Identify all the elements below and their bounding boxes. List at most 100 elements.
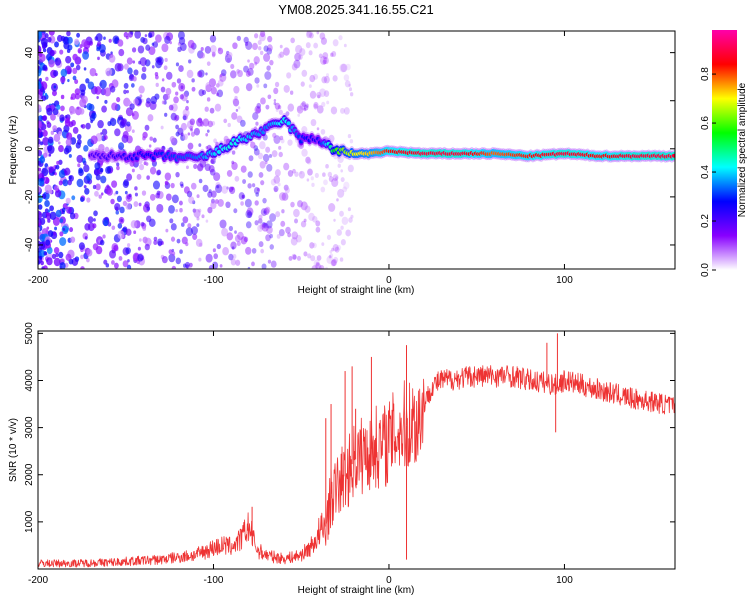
spectrogram-y-tick-label: -20 (24, 189, 35, 204)
spectrogram-noise-cell (278, 151, 283, 158)
spectrogram-noise-cell (308, 50, 313, 56)
spectrogram-y-ticks: -40 -20 0 20 40 (24, 47, 675, 252)
spectrogram-noise-cell (277, 182, 281, 187)
spectrogram-noise-cell (264, 71, 272, 80)
spectrogram-noise-cell (201, 214, 205, 219)
spectrogram-noise-cell (48, 31, 55, 36)
snr-x-tick-label: 100 (556, 575, 573, 586)
spectrogram-noise-cell (326, 255, 334, 264)
spectrogram-noise-cell (42, 265, 48, 269)
spectrogram-noise-cell (202, 118, 210, 127)
snr-panel: -200 -100 0 100 1000 2000 3000 4000 5000 Height… (8, 322, 676, 596)
spectrogram-noise-cell (189, 262, 193, 268)
spectrogram-noise-cell (50, 113, 56, 121)
spectrogram-noise-cell (315, 261, 320, 267)
spectrogram-noise-cell (289, 90, 294, 95)
spectrogram-noise-cell (255, 106, 261, 113)
spectrogram-noise-cell (311, 182, 315, 187)
spectrogram-noise-cell (273, 185, 279, 193)
spectrogram-noise-cell (269, 233, 273, 239)
spectrogram-noise-cell (54, 226, 58, 231)
spectrogram-ridge-core (296, 134, 302, 139)
spectrogram-noise-cell (276, 233, 281, 239)
colorbar-ticks: 0.0 0.2 0.4 0.6 0.8 (700, 67, 716, 277)
spectrogram-noise-cell (303, 104, 309, 111)
spectrogram-noise-cell (309, 74, 316, 83)
spectrogram-noise-cell (109, 249, 117, 259)
spectrogram-x-label: Height of straight line (km) (298, 285, 415, 296)
spectrogram-noise-cell (234, 234, 241, 243)
spectrogram-noise-cell (208, 164, 215, 173)
spectrogram-noise-cell (153, 236, 158, 242)
spectrogram-noise-cell (77, 163, 81, 168)
spectrogram-noise-cell (228, 225, 234, 232)
spectrogram-noise-cell (283, 47, 290, 56)
spectrogram-noise-cell (237, 106, 241, 110)
spectrogram-noise-cell (343, 74, 350, 82)
spectrogram-noise-cell (205, 219, 209, 223)
spectrogram-noise-cell (188, 59, 192, 64)
spectrogram-noise-cell (105, 67, 113, 77)
spectrogram-noise-cell (313, 103, 318, 110)
spectrogram-noise-cell (168, 205, 175, 214)
colorbar-tick-label: 0.4 (700, 165, 711, 179)
spectrogram-noise-cell (130, 31, 134, 35)
spectrogram-noise-cell (49, 49, 55, 57)
spectrogram-noise-cell (251, 183, 256, 188)
spectrogram-noise-cell (338, 35, 343, 41)
spectrogram-noise-cell (62, 227, 66, 231)
spectrogram-noise-cell (299, 48, 306, 56)
spectrogram-noise-cell (251, 247, 257, 254)
spectrogram-noise-cell (204, 106, 209, 112)
spectrogram-x-tick-label: 100 (556, 275, 573, 286)
spectrogram-noise-cell (258, 241, 264, 248)
spectrogram-noise-cell (98, 44, 106, 53)
spectrogram-noise-cell (53, 246, 60, 254)
spectrogram-noise-cell (43, 152, 48, 158)
spectrogram-noise-cell (301, 101, 306, 107)
spectrogram-noise-cell (89, 67, 97, 77)
spectrogram-noise-cell (290, 37, 295, 44)
spectrogram-noise-cell (288, 255, 293, 261)
spectrogram-noise-cell (63, 147, 70, 155)
spectrogram-noise-cell (319, 264, 325, 269)
spectrogram-noise-cell (177, 46, 182, 53)
spectrogram-noise-cell (149, 136, 153, 141)
spectrogram-noise-cell (58, 169, 66, 179)
spectrogram-noise-cell (39, 52, 43, 58)
spectrogram-noise-cell (205, 72, 208, 76)
spectrogram-noise-cell (75, 64, 81, 71)
spectrogram-noise-cell (219, 219, 227, 229)
spectrogram-noise-cell (40, 177, 44, 182)
spectrogram-noise-cell (260, 180, 265, 186)
spectrogram-noise-cell (343, 107, 350, 115)
spectrogram-noise-cell (106, 187, 113, 196)
spectrogram-noise-cell (116, 195, 122, 202)
spectrogram-noise-cell (211, 51, 216, 57)
spectrogram-noise-cell (76, 178, 84, 188)
spectrogram-noise-cell (95, 72, 98, 77)
spectrogram-noise-cell (183, 186, 190, 194)
spectrogram-noise-cell (320, 37, 327, 45)
spectrogram-noise-cell (46, 246, 53, 255)
spectrogram-noise-cell (285, 111, 290, 117)
spectrogram-noise-cell (200, 52, 205, 59)
spectrogram-ridge-core (299, 139, 304, 144)
spectrogram-noise-cell (294, 218, 299, 224)
spectrogram-noise-cell (285, 226, 291, 234)
spectrogram-noise-cell (169, 135, 175, 143)
spectrogram-noise-cell (260, 208, 268, 217)
spectrogram-noise-cell (126, 57, 133, 65)
spectrogram-noise-cell (132, 60, 136, 64)
spectrogram-noise-cell (210, 201, 217, 210)
spectrogram-noise-cell (80, 266, 85, 269)
spectrogram-noise-cell (77, 133, 82, 140)
spectrogram-noise-cell (333, 256, 339, 264)
spectrogram-noise-cell (117, 230, 125, 240)
spectrogram-noise-cell (46, 53, 52, 61)
spectrogram-noise-cell (118, 142, 125, 150)
spectrogram-noise-cell (137, 246, 141, 251)
spectrogram-noise-cell (44, 208, 49, 214)
spectrogram-noise-cell (266, 225, 273, 234)
spectrogram-noise-cell (99, 168, 104, 173)
